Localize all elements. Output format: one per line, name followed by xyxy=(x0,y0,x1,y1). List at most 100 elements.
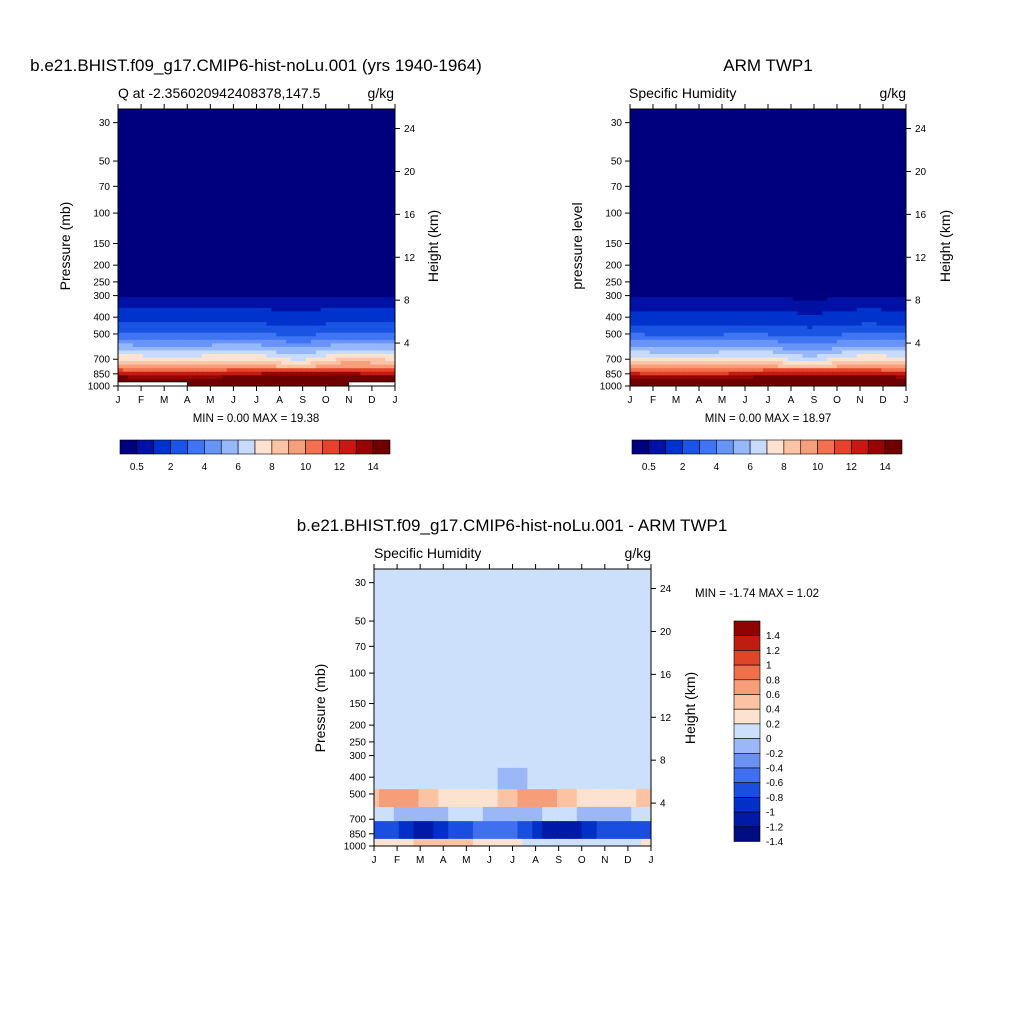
contour-cell xyxy=(138,198,144,202)
contour-cell xyxy=(133,198,139,202)
contour-cell xyxy=(296,148,302,152)
contour-cell xyxy=(832,120,838,124)
contour-cell xyxy=(365,208,371,212)
contour-cell xyxy=(118,134,124,138)
contour-cell xyxy=(316,145,322,149)
contour-cell xyxy=(257,244,263,248)
contour-cell xyxy=(242,240,248,244)
contour-cell xyxy=(355,205,361,209)
contour-cell xyxy=(271,365,277,369)
contour-cell xyxy=(212,258,218,262)
contour-cell xyxy=(296,176,302,180)
contour-cell xyxy=(257,319,263,323)
contour-cell xyxy=(355,176,361,180)
contour-cell xyxy=(857,120,863,124)
contour-cell xyxy=(257,223,263,227)
contour-cell xyxy=(163,329,169,333)
contour-cell xyxy=(276,208,282,212)
model-height-tick-label: 20 xyxy=(404,167,416,178)
contour-cell xyxy=(197,322,203,326)
contour-cell xyxy=(276,255,282,259)
contour-cell xyxy=(281,322,287,326)
contour-cell xyxy=(375,258,381,262)
contour-cell xyxy=(724,116,730,120)
contour-cell xyxy=(123,123,129,127)
contour-cell xyxy=(326,287,332,291)
contour-cell xyxy=(355,372,361,376)
contour-cell xyxy=(316,294,322,298)
contour-cell xyxy=(232,340,238,344)
contour-cell xyxy=(266,368,272,372)
contour-cell xyxy=(336,315,342,319)
contour-cell xyxy=(212,372,218,376)
contour-cell xyxy=(148,322,154,326)
contour-cell xyxy=(281,297,287,301)
contour-cell xyxy=(350,361,356,365)
contour-cell xyxy=(232,336,238,340)
contour-cell xyxy=(252,251,258,255)
contour-cell xyxy=(172,375,178,379)
contour-cell xyxy=(341,137,347,141)
contour-cell xyxy=(266,127,272,131)
contour-cell xyxy=(346,127,352,131)
contour-cell xyxy=(182,184,188,188)
contour-cell xyxy=(321,109,327,113)
contour-cell xyxy=(679,123,685,127)
contour-cell xyxy=(341,230,347,234)
contour-cell xyxy=(153,322,159,326)
contour-cell xyxy=(202,258,208,262)
contour-cell xyxy=(192,272,198,276)
contour-cell xyxy=(123,251,129,255)
contour-cell xyxy=(370,350,376,354)
contour-cell xyxy=(163,113,169,117)
contour-cell xyxy=(257,343,263,347)
contour-cell xyxy=(187,350,193,354)
contour-cell xyxy=(709,113,715,117)
contour-cell xyxy=(360,162,366,166)
contour-cell xyxy=(182,297,188,301)
contour-cell xyxy=(252,166,258,170)
contour-cell xyxy=(276,290,282,294)
contour-cell xyxy=(261,123,267,127)
model-pressure-tick-label: 700 xyxy=(93,355,110,366)
contour-cell xyxy=(370,272,376,276)
contour-cell xyxy=(261,191,267,195)
contour-cell xyxy=(346,230,352,234)
contour-cell xyxy=(375,251,381,255)
contour-cell xyxy=(306,244,312,248)
contour-cell xyxy=(753,127,759,131)
contour-cell xyxy=(336,134,342,138)
contour-cell xyxy=(212,123,218,127)
contour-cell xyxy=(202,219,208,223)
contour-cell xyxy=(316,162,322,166)
contour-cell xyxy=(296,198,302,202)
contour-cell xyxy=(207,216,213,220)
contour-cell xyxy=(257,326,263,330)
contour-cell xyxy=(380,208,386,212)
contour-cell xyxy=(247,269,253,273)
contour-cell xyxy=(360,269,366,273)
contour-cell xyxy=(197,255,203,259)
contour-cell xyxy=(729,109,735,113)
contour-cell xyxy=(301,155,307,159)
contour-cell xyxy=(694,137,700,141)
contour-cell xyxy=(237,219,243,223)
contour-cell xyxy=(252,301,258,305)
contour-cell xyxy=(123,336,129,340)
contour-cell xyxy=(237,326,243,330)
contour-cell xyxy=(660,134,666,138)
contour-cell xyxy=(341,130,347,134)
contour-cell xyxy=(291,201,297,205)
contour-cell xyxy=(341,354,347,358)
contour-cell xyxy=(286,326,292,330)
contour-cell xyxy=(886,134,892,138)
contour-cell xyxy=(346,319,352,323)
contour-cell xyxy=(650,116,656,120)
contour-cell xyxy=(311,109,317,113)
contour-cell xyxy=(252,248,258,252)
contour-cell xyxy=(197,233,203,237)
contour-cell xyxy=(247,279,253,283)
contour-cell xyxy=(222,120,228,124)
contour-cell xyxy=(207,176,213,180)
contour-cell xyxy=(242,184,248,188)
